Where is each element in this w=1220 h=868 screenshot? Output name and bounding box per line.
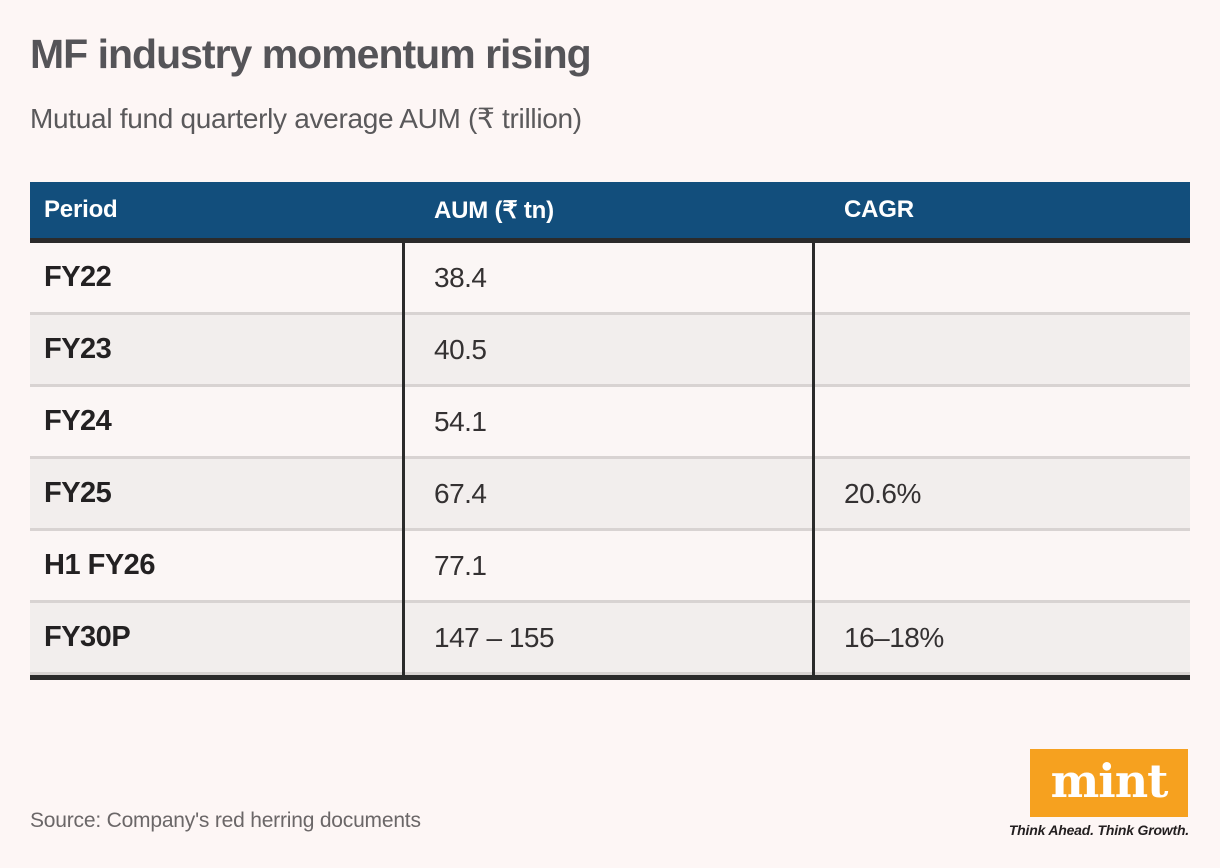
aum-table: Period AUM (₹ tn) CAGR FY22 38.4 FY23 40…: [30, 182, 1190, 680]
col-header-cagr: CAGR: [844, 196, 914, 223]
page-subtitle: Mutual fund quarterly average AUM (₹ tri…: [30, 103, 582, 134]
table-row: FY22 38.4: [30, 243, 1190, 315]
column-divider: [402, 243, 405, 675]
table-row: FY30P 147 – 155 16–18%: [30, 603, 1190, 675]
table-row: FY23 40.5: [30, 315, 1190, 387]
cell-aum: 38.4: [434, 261, 487, 293]
page-title: MF industry momentum rising: [30, 31, 592, 77]
table-row: FY24 54.1: [30, 387, 1190, 459]
col-header-aum: AUM (₹ tn): [434, 196, 554, 224]
table-header-row: Period AUM (₹ tn) CAGR: [30, 182, 1190, 243]
mint-tagline: Think Ahead. Think Growth.: [1008, 822, 1189, 838]
cell-period: FY30P: [44, 621, 131, 653]
cell-aum: 40.5: [434, 333, 487, 365]
cell-period: FY25: [44, 477, 112, 509]
col-header-period: Period: [44, 196, 118, 223]
source-note: Source: Company's red herring documents: [30, 809, 421, 832]
cell-period: FY24: [44, 405, 112, 437]
cell-cagr: 20.6%: [844, 477, 921, 509]
cell-period: H1 FY26: [44, 549, 155, 581]
cell-aum: 54.1: [434, 405, 487, 437]
cell-aum: 67.4: [434, 477, 487, 509]
cell-period: FY22: [44, 261, 112, 293]
column-divider: [812, 243, 815, 675]
mint-logo-text: mint: [1050, 753, 1169, 808]
table-body: FY22 38.4 FY23 40.5 FY24 54.1 FY25 67.4 …: [30, 243, 1190, 680]
cell-aum: 77.1: [434, 549, 487, 581]
mint-logo: mint: [1030, 749, 1188, 817]
cell-aum: 147 – 155: [434, 621, 555, 653]
cell-period: FY23: [44, 333, 112, 365]
table-row: H1 FY26 77.1: [30, 531, 1190, 603]
cell-cagr: 16–18%: [844, 621, 944, 653]
table-row: FY25 67.4 20.6%: [30, 459, 1190, 531]
